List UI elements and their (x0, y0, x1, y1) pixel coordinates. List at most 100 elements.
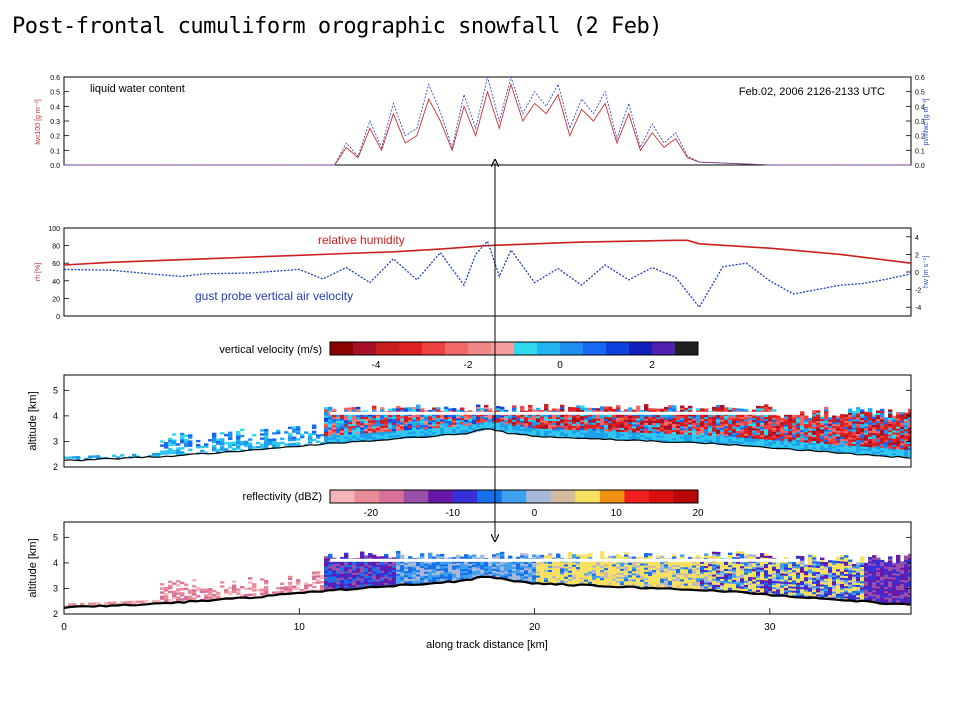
reflectivity-echo-cell (528, 568, 533, 571)
velocity-echo-cell (520, 426, 525, 429)
velocity-echo-cell (608, 423, 613, 426)
velocity-echo-cell (484, 417, 489, 420)
reflectivity-echo-cell (344, 581, 349, 584)
reflectivity-echo-cell (764, 555, 769, 558)
reflectivity-echo-cell (464, 576, 469, 580)
reflectivity-echo-cell (412, 566, 417, 569)
velocity-echo-cell (720, 421, 725, 424)
velocity-echo-cell (344, 440, 349, 443)
reflectivity-echo-cell (364, 563, 369, 566)
velocity-echo-cell (396, 416, 401, 419)
velocity-echo-cell (868, 432, 873, 435)
velocity-echo-cell (540, 416, 545, 419)
velocity-echo-cell (704, 433, 709, 436)
reflectivity-echo-cell (436, 556, 441, 559)
reflectivity-echo-cell (760, 563, 765, 566)
reflectivity-echo-cell (692, 561, 697, 564)
velocity-echo-cell (384, 431, 389, 434)
reflectivity-echo-cell (792, 582, 797, 585)
velocity-echo-cell (752, 428, 757, 431)
reflectivity-echo-cell (760, 571, 765, 574)
reflectivity-echo-cell (420, 573, 425, 577)
reflectivity-echo-cell (700, 588, 705, 591)
reflectivity-echo-cell (332, 582, 337, 585)
reflectivity-echo-cell (344, 583, 349, 586)
reflectivity-echo-cell (660, 584, 665, 587)
velocity-echo-cell (628, 419, 633, 423)
reflectivity-echo-cell (728, 556, 733, 560)
velocity-echo-cell (844, 424, 849, 427)
reflectivity-echo-cell (192, 579, 197, 582)
reflectivity-echo-cell (776, 591, 781, 594)
reflectivity-echo-cell (764, 588, 769, 591)
w-series-label: gust probe vertical air velocity (195, 289, 353, 303)
velocity-echo-cell (456, 416, 461, 419)
velocity-echo-cell (808, 428, 813, 431)
reflectivity-echo-cell (416, 582, 421, 585)
velocity-echo-cell (232, 443, 237, 446)
velocity-echo-cell (380, 427, 385, 430)
reflectivity-echo-cell (844, 596, 849, 599)
reflectivity-echo-cell (752, 583, 757, 586)
velocity-echo-cell (480, 413, 485, 417)
reflectivity-echo-cell (684, 560, 689, 564)
velocity-echo-cell (188, 444, 193, 447)
velocity-echo-cell (820, 439, 825, 442)
velocity-echo-cell (444, 406, 449, 409)
velocity-echo-cell (456, 418, 461, 421)
velocity-echo-cell (652, 424, 657, 428)
reflectivity-echo-cell (600, 567, 605, 570)
velocity-echo-cell (628, 429, 633, 433)
velocity-echo-cell (696, 428, 701, 431)
reflectivity-echo-cell (636, 581, 641, 584)
reflectivity-echo-cell (844, 571, 849, 574)
reflectivity-echo-cell (624, 566, 629, 569)
reflectivity-echo-cell (836, 585, 841, 588)
velocity-echo-cell (632, 419, 637, 423)
reflectivity-echo-cell (752, 591, 757, 594)
reflectivity-echo-cell (532, 572, 537, 576)
velocity-echo-cell (900, 449, 905, 452)
velocity-echo-cell (656, 429, 661, 432)
reflectivity-echo-cell (760, 583, 765, 587)
velocity-echo-cell (692, 428, 697, 431)
velocity-echo-cell (844, 447, 849, 450)
velocity-echo-cell (644, 430, 649, 433)
reflectivity-echo-cell (376, 568, 381, 572)
velocity-echo-cell (196, 444, 201, 447)
reflectivity-echo-cell (468, 561, 473, 564)
velocity-echo-cell (860, 440, 865, 443)
reflectivity-echo-cell (88, 602, 93, 605)
velocity-echo-cell (892, 421, 897, 425)
reflectivity-echo-cell (500, 568, 505, 571)
velocity-echo-cell (304, 431, 309, 434)
velocity-echo-cell (476, 423, 481, 426)
reflectivity-echo-cell (748, 554, 753, 557)
velocity-echo-cell (588, 434, 593, 437)
reflectivity-echo-cell (688, 579, 693, 582)
velocity-echo-cell (324, 407, 329, 410)
reflectivity-echo-cell (388, 561, 393, 565)
velocity-echo-cell (716, 435, 721, 438)
velocity-echo-cell (532, 429, 537, 433)
reflectivity-echo-cell (464, 570, 469, 573)
velocity-echo-cell (336, 422, 341, 425)
reflectivity-echo-cell (756, 561, 761, 564)
velocity-echo-cell (668, 419, 673, 422)
velocity-echo-cell (852, 439, 857, 442)
velocity-echo-cell (724, 425, 729, 429)
velocity-echo-cell (728, 415, 733, 419)
reflectivity-echo-cell (180, 581, 185, 585)
velocity-echo-cell (728, 417, 733, 421)
velocity-echo-cell (288, 432, 293, 436)
velocity-echo-cell (664, 421, 669, 424)
velocity-echo-cell (888, 421, 893, 424)
velocity-echo-cell (828, 423, 833, 426)
velocity-echo-cell (704, 441, 709, 444)
reflectivity-echo-cell (388, 578, 393, 581)
velocity-echo-cell (904, 431, 909, 434)
velocity-echo-cell (792, 433, 797, 436)
reflectivity-echo-cell (588, 565, 593, 568)
velocity-echo-cell (396, 422, 401, 425)
velocity-echo-cell (824, 447, 829, 451)
